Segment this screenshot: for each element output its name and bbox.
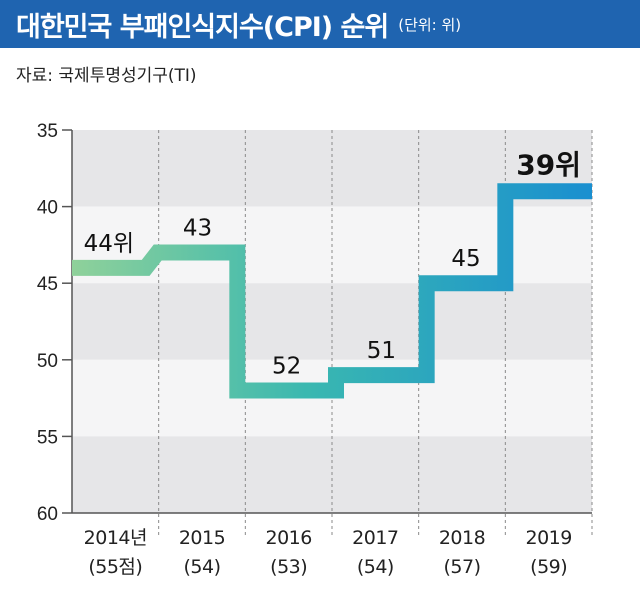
source-note: 자료: 국제투명성기구(TI): [16, 66, 197, 86]
unit-label: (단위: 위): [398, 15, 462, 34]
data-label: 44위: [84, 231, 134, 257]
y-tick-label: 60: [37, 504, 58, 525]
x-tick-label: 2017: [352, 527, 398, 549]
y-tick-label: 45: [37, 274, 58, 295]
series-step-line: [72, 183, 592, 399]
x-sublabel: (54): [357, 556, 394, 578]
data-label: 43: [183, 216, 212, 242]
x-tick-label: 2014년: [84, 527, 147, 549]
y-tick-label: 55: [37, 427, 58, 448]
series-line: [72, 183, 592, 399]
x-tick-label: 2015: [179, 527, 225, 549]
data-label: 39위: [516, 148, 581, 181]
x-sublabel: (57): [443, 556, 480, 578]
x-tick-label: 2019: [525, 527, 571, 549]
x-sublabel: (55점): [88, 556, 142, 578]
y-axis: 35 40 45 50 55 60: [37, 121, 73, 525]
x-axis: 2014년 (55점) 2015 (54) 2016 (53) 2017 (54) 2018 (5…: [72, 512, 592, 578]
data-label: 52: [272, 353, 301, 379]
y-tick-label: 35: [37, 121, 58, 142]
x-sublabel: (59): [530, 556, 567, 578]
chart-title: 대한민국 부패인식지수(CPI) 순위: [16, 11, 389, 43]
title-bar: 대한민국 부패인식지수(CPI) 순위 (단위: 위): [0, 0, 640, 48]
x-tick-label: 2016: [265, 527, 311, 549]
x-sublabel: (54): [183, 556, 220, 578]
data-label: 51: [367, 338, 396, 364]
x-sublabel: (53): [270, 556, 307, 578]
y-tick-label: 50: [37, 351, 58, 372]
data-labels: 44위 43 52 51 45 39위: [84, 148, 581, 379]
x-tick-label: 2018: [439, 527, 485, 549]
data-label: 45: [451, 246, 480, 272]
y-tick-label: 40: [37, 198, 58, 219]
